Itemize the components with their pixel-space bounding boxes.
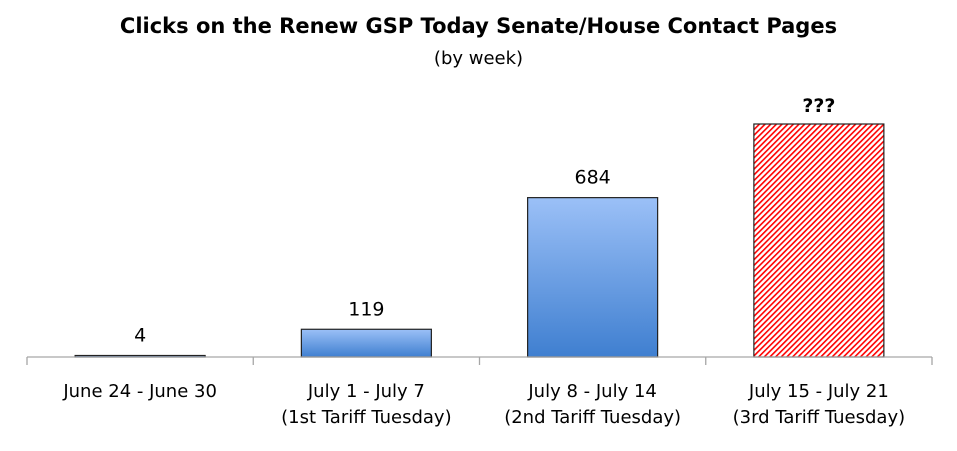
x-tick-label-2-sub: (1st Tariff Tuesday) (281, 407, 451, 428)
data-label-2: 119 (348, 298, 384, 320)
data-label-4: ??? (802, 95, 835, 117)
x-tick-label-2: July 1 - July 7 (307, 381, 425, 402)
x-tick-label-3-sub: (2nd Tariff Tuesday) (504, 407, 681, 428)
x-tick-label-4-sub: (3rd Tariff Tuesday) (733, 407, 906, 428)
bar-4 (753, 123, 885, 358)
bar-3 (527, 197, 659, 358)
bar-2 (300, 328, 432, 358)
data-label-1: 4 (134, 325, 146, 347)
data-label-3: 684 (574, 167, 610, 189)
chart-subtitle: (by week) (433, 48, 524, 69)
x-tick-label-4: July 15 - July 21 (748, 381, 889, 402)
x-tick-label-1: June 24 - June 30 (62, 381, 217, 402)
chart-title: Clicks on the Renew GSP Today Senate/Hou… (119, 14, 838, 38)
x-tick-label-3: July 8 - July 14 (527, 381, 656, 402)
